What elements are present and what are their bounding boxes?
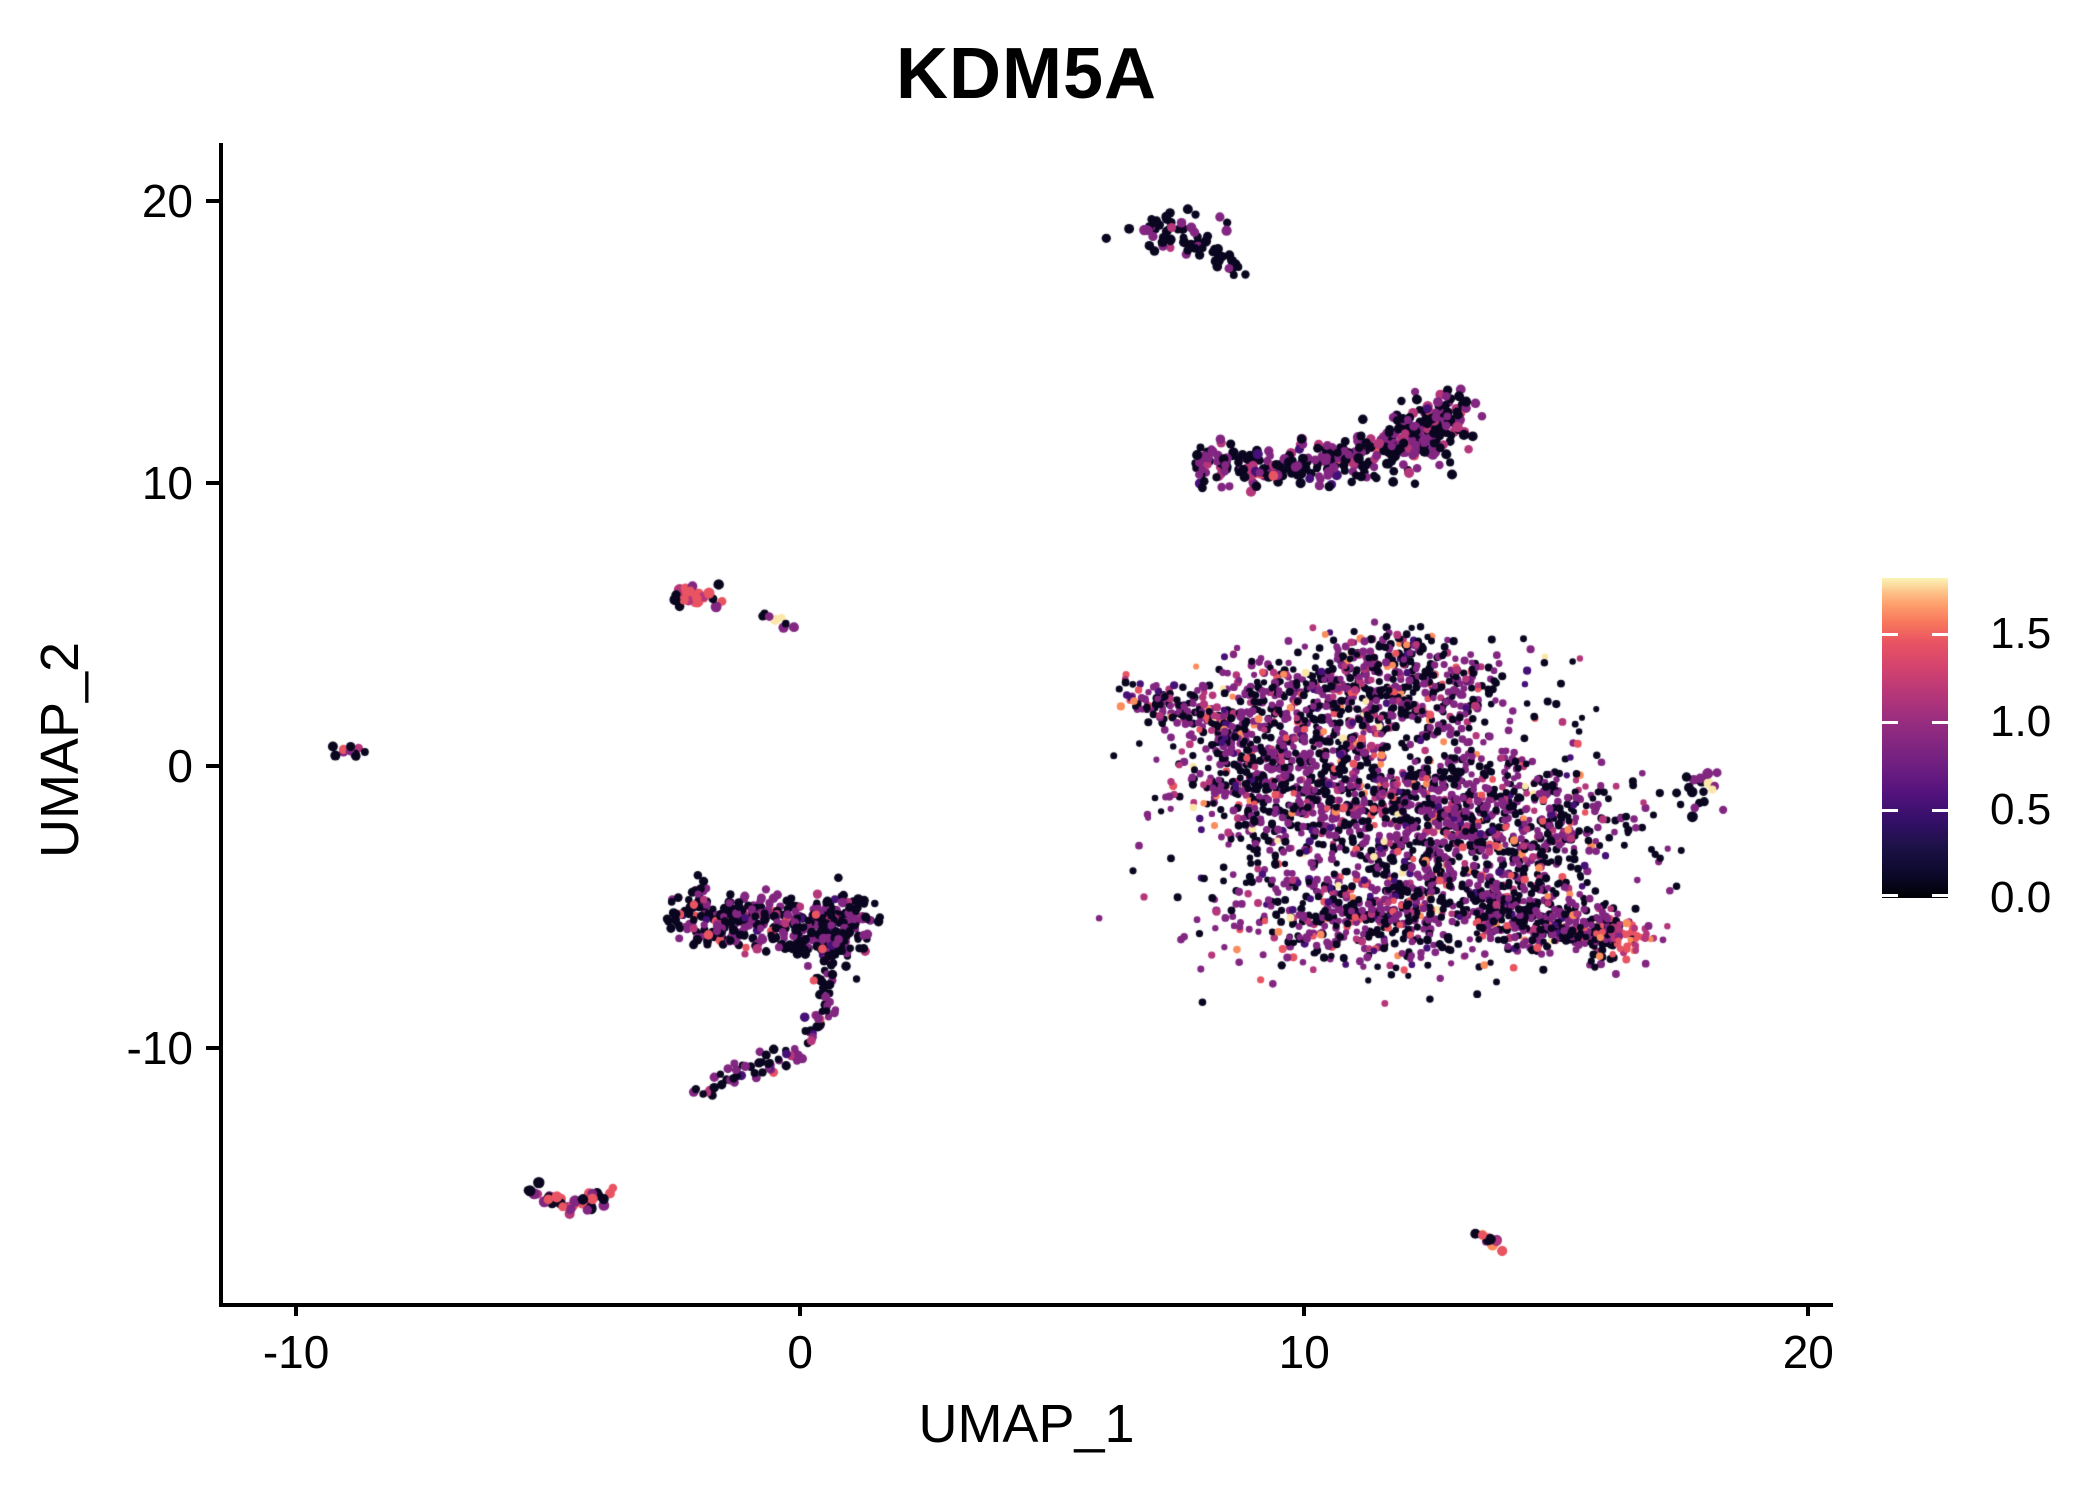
- expression-colorbar: [1882, 578, 1948, 898]
- x-tick-mark: [294, 1303, 299, 1316]
- y-axis-label: UMAP_2: [30, 641, 90, 859]
- y-tick-label: -10: [126, 1022, 193, 1075]
- colorbar-tick-label: 0.0: [1990, 873, 2052, 922]
- colorbar-tick-mark: [1882, 721, 1898, 725]
- x-tick-mark: [798, 1303, 803, 1316]
- y-tick-mark: [206, 763, 219, 768]
- x-axis-label: UMAP_1: [918, 1394, 1135, 1454]
- colorbar-tick-label: 0.5: [1990, 785, 2052, 835]
- x-tick-mark: [1806, 1303, 1811, 1316]
- colorbar-tick-mark: [1932, 894, 1948, 897]
- colorbar-tick-mark: [1882, 894, 1898, 897]
- x-tick-label: -10: [262, 1326, 330, 1378]
- x-tick-label: 0: [787, 1326, 813, 1378]
- x-tick-label: 10: [1278, 1326, 1330, 1378]
- colorbar-tick-mark: [1882, 809, 1898, 813]
- y-tick-mark: [206, 199, 219, 204]
- y-tick-label: 20: [141, 175, 193, 228]
- colorbar-tick-mark: [1932, 633, 1948, 637]
- colorbar-tick-label: 1.0: [1990, 697, 2052, 747]
- colorbar-tick-mark: [1932, 721, 1948, 725]
- colorbar-tick-label: 1.5: [1990, 609, 2052, 659]
- y-tick-label: 0: [167, 739, 193, 792]
- y-tick-mark: [206, 1046, 219, 1051]
- x-tick-mark: [1302, 1303, 1307, 1316]
- colorbar-tick-mark: [1882, 633, 1898, 637]
- colorbar-tick-mark: [1932, 809, 1948, 813]
- y-tick-label: 10: [141, 457, 193, 510]
- y-tick-mark: [206, 481, 219, 486]
- x-tick-label: 20: [1782, 1326, 1834, 1378]
